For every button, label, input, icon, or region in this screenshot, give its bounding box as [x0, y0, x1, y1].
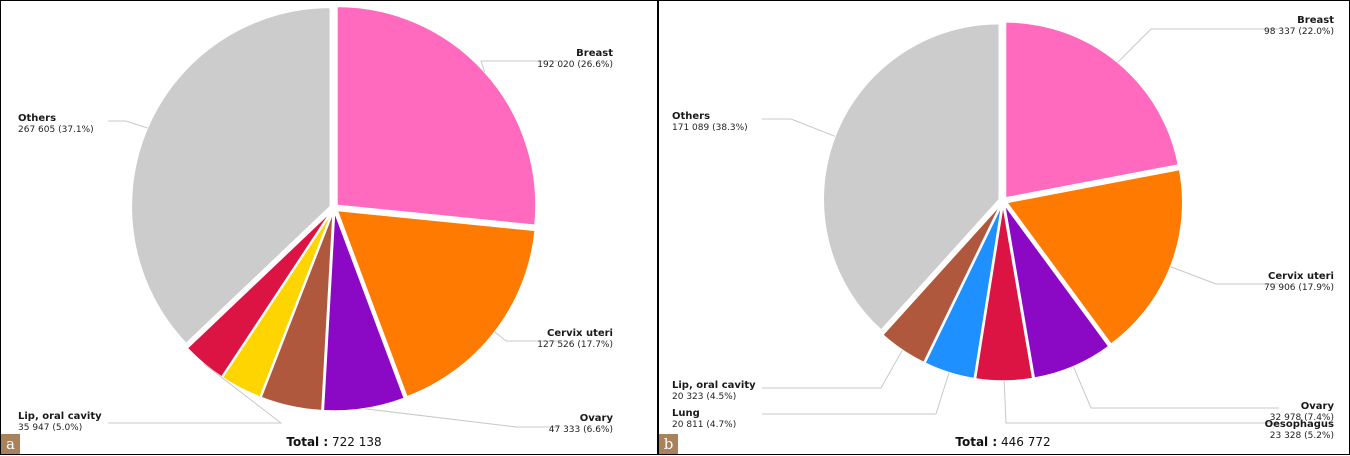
total-caption: Total :: [955, 435, 997, 449]
label-value-lip-oral-cavity: 35 947 (5.0%): [18, 423, 82, 433]
total-value: 446 772: [997, 435, 1050, 449]
label-value-others: 171 089 (38.3%): [672, 123, 748, 133]
total-label: Total : 722 138: [286, 435, 381, 449]
label-name-lung: Lung: [672, 408, 700, 419]
leader-line-breast: [480, 60, 558, 73]
pie-slice-cervix-uteri: [1005, 168, 1184, 346]
chart-panel-a: Breast 192 020 (26.6%) Cervix uteri 127 526…: [0, 0, 658, 455]
leader-line-cervix-uteri: [1170, 266, 1279, 285]
pie-slice-breast: [1004, 21, 1180, 199]
pie-slice-others: [822, 22, 1001, 332]
label-value-others: 267 605 (37.1%): [18, 125, 94, 135]
total-caption: Total :: [286, 435, 328, 449]
pie-slices-a: [130, 5, 537, 412]
leader-line-lung: [762, 372, 950, 415]
total-value: 722 138: [328, 435, 381, 449]
leader-line-others: [108, 120, 148, 129]
leader-line-ovary: [1072, 366, 1279, 409]
pie-slice-unlabeled-3: [260, 211, 334, 412]
leader-line-lip-oral-cavity: [762, 349, 903, 389]
leader-line-oesophagus: [1003, 380, 1279, 424]
label-name-lip-oral-cavity: Lip, oral cavity: [18, 411, 102, 422]
leader-line-others: [762, 118, 836, 137]
label-value-cervix-uteri: 127 526 (17.7%): [537, 340, 613, 350]
label-name-others: Others: [672, 111, 710, 122]
pie-slice-ovary: [1003, 204, 1110, 380]
label-name-breast: Breast: [576, 48, 613, 59]
label-value-oesophagus: 23 328 (5.2%): [1270, 431, 1334, 441]
label-name-breast: Breast: [1297, 15, 1334, 26]
label-value-cervix-uteri: 79 906 (17.9%): [1264, 283, 1334, 293]
label-value-breast: 192 020 (26.6%): [537, 60, 613, 70]
pie-slice-cervix-uteri: [336, 209, 536, 398]
total-label: Total : 446 772: [955, 435, 1050, 449]
panel-letter-b: b: [659, 434, 678, 454]
label-name-lip-oral-cavity: Lip, oral cavity: [672, 380, 756, 391]
leader-line-ovary: [364, 408, 558, 428]
label-name-oesophagus: Oesophagus: [1265, 419, 1334, 430]
label-name-ovary: Ovary: [580, 413, 614, 424]
panel-letter-a: a: [1, 434, 20, 454]
label-value-ovary: 47 333 (6.6%): [549, 425, 613, 435]
leader-line-cervix-uteri: [494, 331, 558, 342]
pie-slice-lung: [923, 204, 1003, 380]
label-value-ovary: 32 978 (7.4%): [1270, 413, 1334, 423]
leader-lines-a: [108, 60, 558, 428]
label-name-cervix-uteri: Cervix uteri: [1268, 271, 1334, 282]
label-name-others: Others: [18, 113, 56, 124]
leader-line-breast: [1117, 28, 1279, 63]
label-value-lung: 20 811 (4.7%): [672, 420, 736, 430]
label-name-cervix-uteri: Cervix uteri: [547, 328, 613, 339]
label-name-ovary: Ovary: [1301, 401, 1335, 412]
leader-line-lip-oral-cavity: [108, 363, 283, 424]
leader-lines-b: [762, 28, 1279, 424]
label-value-breast: 98 337 (22.0%): [1264, 27, 1334, 37]
pie-slice-lip-oral-cavity: [881, 203, 1002, 364]
pie-slice-breast: [336, 5, 537, 227]
pie-slices-b: [822, 21, 1184, 382]
chart-panel-b: Breast 98 337 (22.0%) Cervix uteri 79 906 (…: [658, 0, 1350, 455]
label-value-lip-oral-cavity: 20 323 (4.5%): [672, 392, 736, 402]
pie-slice-oesophagus: [974, 204, 1034, 382]
